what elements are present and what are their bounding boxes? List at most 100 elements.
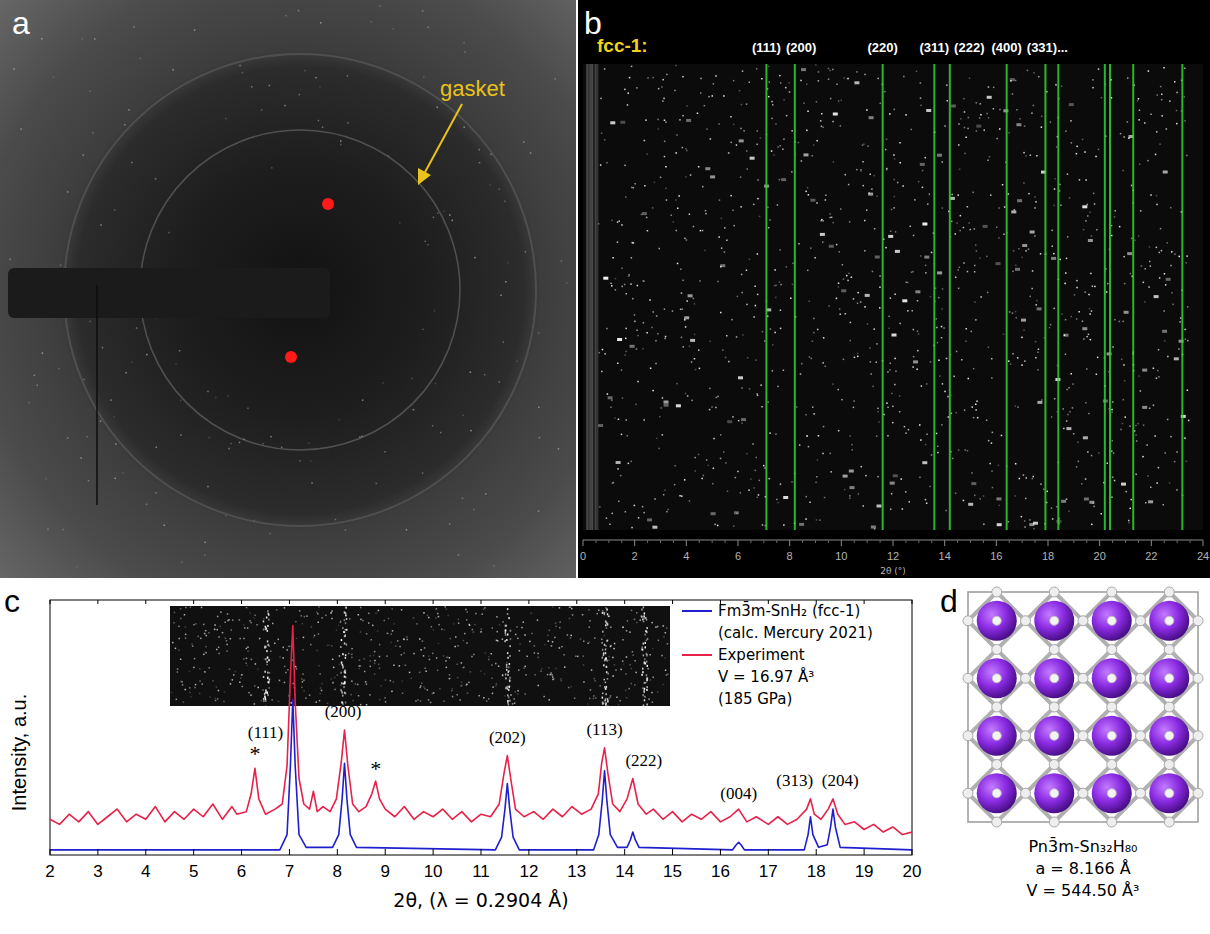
speckle — [820, 120, 822, 122]
speckle — [756, 457, 758, 459]
speckle — [1094, 203, 1096, 205]
speckle — [712, 483, 714, 485]
speckle — [847, 280, 849, 282]
speckle — [635, 404, 637, 406]
speckle — [351, 648, 353, 650]
speckle — [428, 27, 430, 29]
speckle — [1142, 406, 1147, 409]
speckle — [785, 87, 787, 89]
speckle — [642, 212, 647, 215]
speckle — [749, 259, 751, 261]
speckle — [937, 154, 942, 157]
minor-tick — [1125, 540, 1126, 543]
speckle — [865, 475, 867, 477]
speckle — [1123, 364, 1125, 366]
speckle — [1137, 423, 1139, 425]
inset-band — [602, 703, 604, 705]
speckle — [885, 149, 887, 151]
speckle — [1030, 155, 1032, 157]
speckle — [657, 333, 659, 335]
speckle — [1146, 444, 1148, 446]
speckle — [919, 424, 921, 426]
speckle — [679, 119, 681, 121]
speckle — [637, 381, 639, 383]
speckle — [227, 620, 229, 622]
speckle — [652, 390, 654, 392]
speckle — [1052, 246, 1054, 248]
speckle — [608, 616, 610, 618]
minor-tick — [776, 540, 777, 543]
speckle — [1031, 112, 1033, 114]
reflection-line — [1006, 64, 1008, 530]
speckle — [833, 222, 835, 224]
speckle — [828, 68, 830, 70]
inset-band — [267, 692, 269, 694]
inset-band — [606, 671, 608, 673]
speckle — [1131, 499, 1133, 501]
tick-label: 6 — [735, 550, 741, 562]
speckle — [83, 154, 85, 156]
speckle — [488, 659, 490, 661]
speckle — [704, 105, 706, 107]
speckle — [878, 421, 880, 423]
speckle — [1164, 340, 1166, 342]
speckle — [647, 518, 652, 521]
speckle — [244, 438, 246, 440]
speckle — [805, 191, 807, 193]
speckle — [261, 700, 263, 702]
speckle — [463, 127, 465, 129]
speckle — [925, 499, 927, 501]
speckle — [755, 305, 757, 307]
speckle — [1160, 228, 1162, 230]
speckle — [953, 376, 955, 378]
inset-band — [642, 649, 644, 651]
speckle — [1155, 154, 1157, 156]
inset-band — [505, 625, 507, 627]
speckle — [1164, 273, 1166, 275]
inset-band — [645, 630, 647, 632]
speckle — [926, 434, 928, 436]
reflection-label: (311) — [920, 40, 950, 55]
speckle — [842, 264, 844, 266]
speckle — [402, 693, 404, 695]
speckle — [998, 465, 1000, 467]
speckle — [598, 424, 603, 427]
inset-band — [263, 698, 265, 700]
speckle — [942, 383, 944, 385]
tick-label: 20 — [1094, 550, 1106, 562]
speckle — [939, 375, 941, 377]
speckle — [911, 272, 913, 274]
speckle — [712, 95, 714, 97]
inset-band — [644, 658, 646, 660]
inset-band — [345, 657, 347, 659]
speckle — [1052, 518, 1054, 520]
minor-tick — [931, 540, 932, 543]
speckle — [757, 253, 759, 255]
inset-band — [605, 620, 607, 622]
speckle — [371, 21, 373, 23]
speckle — [285, 15, 287, 17]
speckle — [991, 358, 993, 360]
speckle — [920, 105, 922, 107]
inset-band — [607, 705, 609, 707]
speckle — [993, 108, 995, 110]
inset-band — [344, 631, 346, 633]
speckle — [124, 124, 126, 126]
speckle — [870, 361, 872, 363]
speckle — [331, 678, 333, 680]
speckle — [1076, 466, 1078, 468]
speckle — [931, 454, 933, 456]
minor-tick — [983, 540, 984, 543]
speckle — [780, 284, 782, 286]
inset-band — [264, 696, 266, 698]
speckle — [1072, 383, 1074, 385]
speckle — [283, 647, 285, 649]
speckle — [1076, 280, 1078, 282]
panel-background — [578, 0, 1210, 578]
speckle — [996, 262, 1001, 265]
inset-band — [506, 639, 508, 641]
speckle — [717, 281, 719, 283]
speckle — [728, 361, 730, 363]
speckle — [938, 360, 940, 362]
inset-band — [341, 639, 343, 641]
